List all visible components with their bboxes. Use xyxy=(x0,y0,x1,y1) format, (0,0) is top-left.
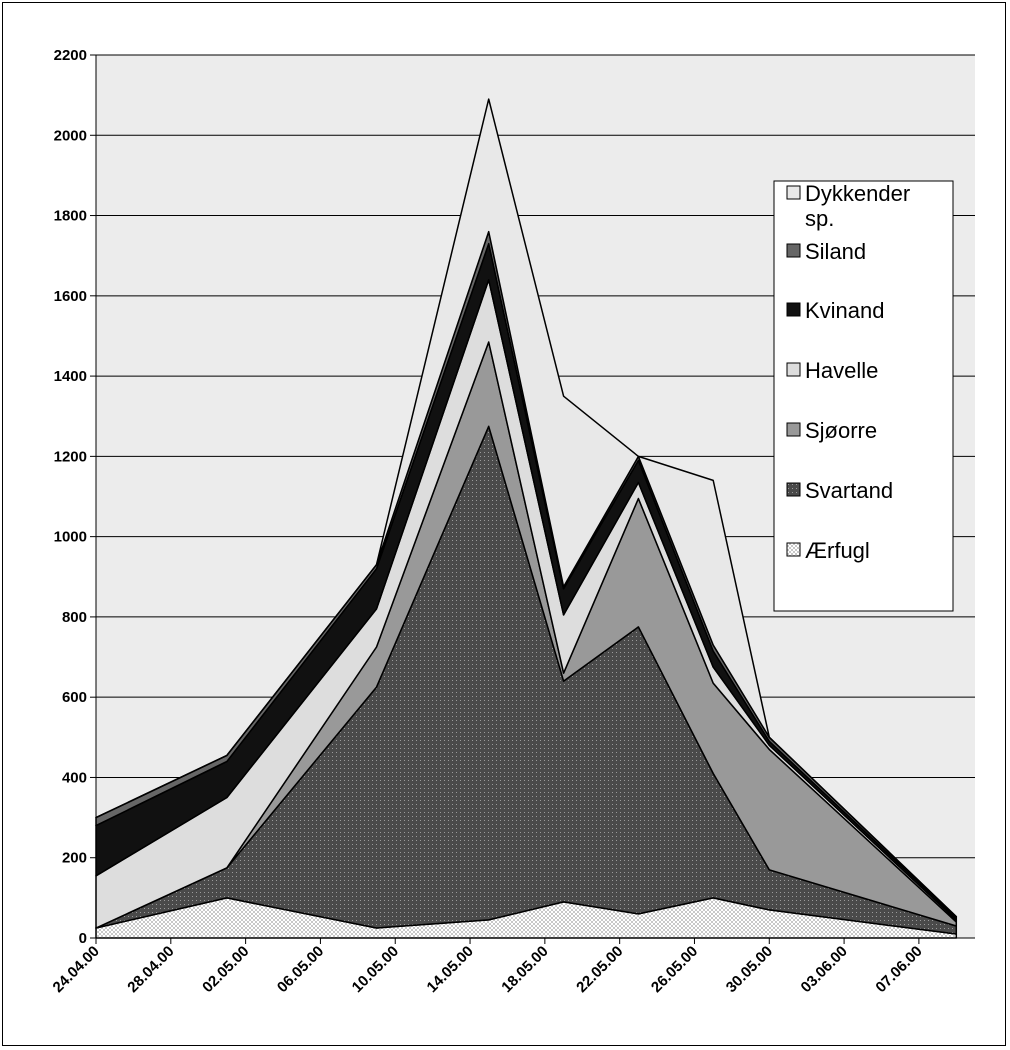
x-tick-label: 14.05.00 xyxy=(424,943,477,996)
y-tick-label: 1200 xyxy=(54,448,87,465)
legend-swatch xyxy=(786,185,801,200)
y-tick-label: 400 xyxy=(62,769,87,786)
legend-swatch xyxy=(786,482,801,497)
legend-label: Kvinand xyxy=(805,298,885,323)
legend-label: Sjøorre xyxy=(805,418,877,443)
legend-swatch xyxy=(786,542,801,557)
legend-label: Ærfugl xyxy=(805,538,870,563)
legend-swatch xyxy=(786,422,801,437)
x-tick-label: 10.05.00 xyxy=(349,943,402,996)
x-tick-label: 26.05.00 xyxy=(648,943,701,996)
y-tick-label: 1000 xyxy=(54,529,87,546)
legend-swatch xyxy=(786,302,801,317)
y-tick-label: 2000 xyxy=(54,127,87,144)
x-tick-label: 02.05.00 xyxy=(199,943,252,996)
x-tick-label: 28.04.00 xyxy=(124,943,177,996)
x-tick-label: 22.05.00 xyxy=(573,943,626,996)
x-tick-label: 06.05.00 xyxy=(274,943,327,996)
x-tick-label: 07.06.00 xyxy=(872,943,925,996)
legend-label: Dykkender sp. xyxy=(805,181,910,231)
legend-swatch xyxy=(786,362,801,377)
legend-label: Havelle xyxy=(805,358,878,383)
y-tick-label: 800 xyxy=(62,609,87,626)
y-tick-label: 200 xyxy=(62,850,87,867)
legend-swatch xyxy=(786,243,801,258)
x-tick-label: 18.05.00 xyxy=(498,943,551,996)
y-tick-label: 2200 xyxy=(54,47,87,64)
y-tick-label: 1400 xyxy=(54,368,87,385)
y-tick-label: 1800 xyxy=(54,208,87,225)
y-tick-label: 1600 xyxy=(54,288,87,305)
y-tick-label: 0 xyxy=(79,930,87,947)
legend-label: Svartand xyxy=(805,478,893,503)
y-tick-label: 600 xyxy=(62,689,87,706)
legend-label: Siland xyxy=(805,239,866,264)
x-tick-label: 30.05.00 xyxy=(723,943,776,996)
legend-box xyxy=(773,180,954,612)
stacked-area-chart: 0 200 400 600 800 1000 1200 1400 1600 1800 2000 220… xyxy=(50,47,975,996)
x-tick-label: 24.04.00 xyxy=(50,943,103,996)
area-series-6 xyxy=(95,98,958,918)
x-tick-label: 03.06.00 xyxy=(798,943,851,996)
